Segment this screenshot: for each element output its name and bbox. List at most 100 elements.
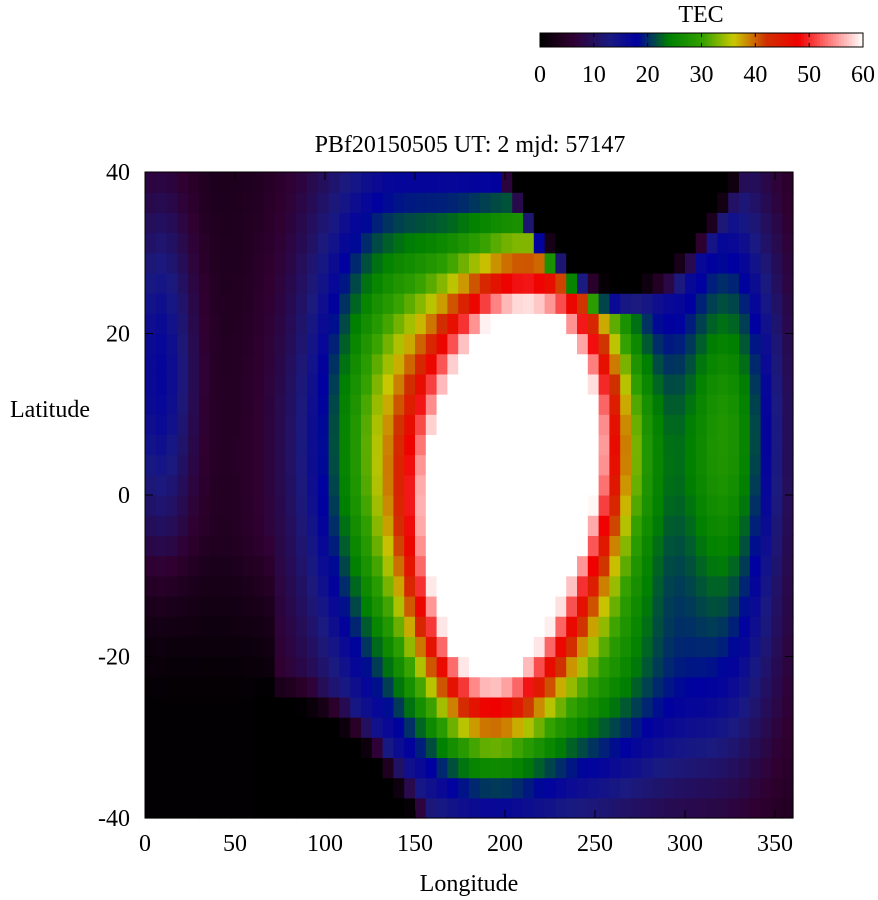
- heatmap-cell: [166, 797, 178, 819]
- heatmap-cell: [307, 434, 319, 456]
- heatmap-cell: [328, 252, 340, 274]
- heatmap-cell: [695, 595, 708, 617]
- heatmap-cell: [274, 636, 286, 658]
- heatmap-cell: [674, 495, 686, 516]
- heatmap-cell: [274, 172, 286, 193]
- heatmap-cell: [620, 535, 632, 557]
- heatmap-cell: [749, 636, 762, 658]
- heatmap-cell: [706, 454, 718, 476]
- heatmap-cell: [544, 737, 556, 759]
- heatmap-cell: [404, 353, 416, 375]
- heatmap-cell: [350, 616, 362, 637]
- heatmap-cell: [739, 252, 751, 274]
- heatmap-cell: [371, 353, 384, 375]
- heatmap-cell: [512, 495, 524, 516]
- heatmap-cell: [155, 696, 168, 718]
- heatmap-cell: [317, 293, 330, 314]
- heatmap-cell: [458, 333, 470, 355]
- heatmap-cell: [717, 353, 729, 375]
- heatmap-cell: [663, 535, 675, 557]
- heatmap-cell: [760, 232, 772, 254]
- heatmap-cell: [350, 757, 362, 779]
- heatmap-cell: [361, 454, 373, 476]
- heatmap-cell: [199, 333, 211, 355]
- heatmap-cell: [458, 777, 470, 799]
- heatmap-cell: [631, 495, 643, 516]
- heatmap-cell: [263, 474, 276, 496]
- heatmap-cell: [436, 474, 448, 496]
- heatmap-cell: [469, 777, 481, 799]
- heatmap-cell: [145, 797, 157, 819]
- heatmap-cell: [447, 495, 459, 516]
- heatmap-cell: [253, 353, 265, 375]
- heatmap-cell: [717, 595, 729, 617]
- heatmap-cell: [458, 757, 470, 779]
- heatmap-cell: [490, 252, 502, 274]
- heatmap-cell: [166, 232, 178, 254]
- heatmap-cell: [728, 515, 740, 536]
- heatmap-cell: [188, 777, 200, 799]
- heatmap-cell: [598, 313, 610, 335]
- heatmap-cell: [706, 252, 718, 274]
- heatmap-cell: [199, 454, 211, 476]
- heatmap-cell: [307, 252, 319, 274]
- heatmap-cell: [274, 434, 286, 456]
- heatmap-cell: [317, 656, 330, 678]
- heatmap-cell: [728, 172, 740, 193]
- colorbar-cell: [623, 33, 627, 47]
- heatmap-cell: [631, 717, 643, 738]
- colorbar-cell: [588, 33, 592, 47]
- heatmap-cell: [631, 313, 643, 335]
- heatmap-cell: [706, 656, 718, 678]
- heatmap-cell: [296, 394, 308, 415]
- heatmap-cell: [641, 192, 654, 213]
- heatmap-cell: [587, 676, 600, 698]
- heatmap-cell: [490, 636, 502, 658]
- heatmap-cell: [145, 454, 157, 476]
- heatmap-cell: [155, 777, 168, 799]
- heatmap-cell: [609, 272, 621, 294]
- heatmap-cell: [479, 575, 492, 597]
- heatmap-cell: [350, 212, 362, 234]
- heatmap-cell: [209, 616, 222, 637]
- heatmap-cell: [577, 757, 589, 779]
- heatmap-cell: [469, 373, 481, 395]
- colorbar-cell: [542, 33, 546, 47]
- heatmap-cell: [458, 636, 470, 658]
- heatmap-cell: [328, 353, 340, 375]
- heatmap-cell: [479, 373, 492, 395]
- heatmap-cell: [739, 192, 751, 213]
- heatmap-cell: [425, 212, 438, 234]
- colorbar-cell: [712, 33, 716, 47]
- heatmap-cell: [307, 737, 319, 759]
- heatmap-cell: [307, 595, 319, 617]
- heatmap-cell: [382, 595, 394, 617]
- colorbar-cell: [836, 33, 840, 47]
- heatmap-cell: [177, 636, 189, 658]
- heatmap-cell: [220, 515, 232, 536]
- heatmap-cell: [166, 696, 178, 718]
- heatmap-cell: [490, 777, 502, 799]
- colorbar-cell: [658, 33, 662, 47]
- heatmap-cell: [231, 515, 243, 536]
- heatmap-cell: [350, 333, 362, 355]
- heatmap-cell: [458, 454, 470, 476]
- heatmap-cell: [285, 515, 297, 536]
- colorbar-tick-label: 40: [743, 62, 767, 88]
- heatmap-cell: [587, 293, 600, 314]
- heatmap-cell: [317, 333, 330, 355]
- heatmap-cell: [749, 313, 762, 335]
- heatmap-cell: [620, 394, 632, 415]
- heatmap-cell: [404, 434, 416, 456]
- heatmap-cell: [555, 676, 567, 698]
- heatmap-cell: [155, 192, 168, 213]
- heatmap-cell: [447, 535, 459, 557]
- heatmap-cell: [706, 212, 718, 234]
- heatmap-cell: [501, 353, 513, 375]
- colorbar-cell: [803, 33, 808, 47]
- heatmap-cell: [382, 373, 394, 395]
- heatmap-cell: [577, 192, 589, 213]
- heatmap-cell: [555, 252, 567, 274]
- heatmap-cell: [663, 373, 675, 395]
- heatmap-cell: [328, 717, 340, 738]
